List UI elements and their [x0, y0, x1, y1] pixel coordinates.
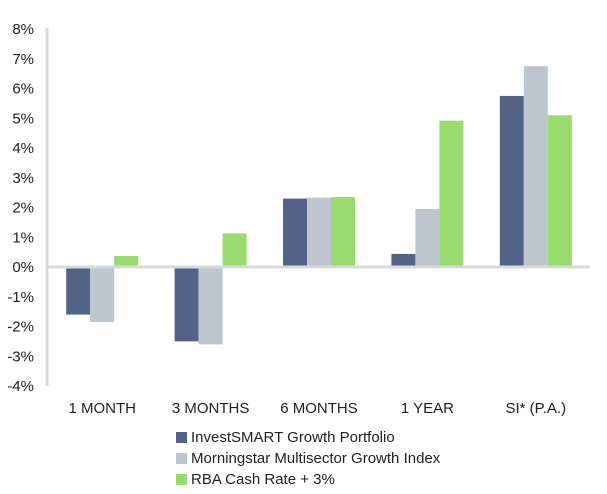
legend-label: Morningstar Multisector Growth Index	[191, 450, 441, 467]
y-tick-label: 0%	[12, 259, 34, 276]
bar	[523, 66, 548, 267]
legend: InvestSMART Growth Portfolio Morningstar…	[176, 427, 440, 490]
legend-swatch	[176, 474, 187, 485]
x-tick-label: 1 YEAR	[401, 400, 454, 417]
y-tick-label: -4%	[7, 378, 34, 395]
x-axis-labels: 1 MONTH 3 MONTHS 6 MONTHS 1 YEAR SI* (P.A.)	[68, 400, 566, 417]
bar	[174, 267, 199, 342]
y-tick-label: 7%	[12, 51, 34, 68]
y-tick-label: 4%	[12, 140, 34, 157]
y-tick-label: 5%	[12, 110, 34, 127]
y-tick-label: -1%	[7, 289, 34, 306]
x-tick-label: 6 MONTHS	[280, 400, 358, 417]
y-tick-label: 3%	[12, 170, 34, 187]
x-tick-label: 1 MONTH	[68, 400, 136, 417]
legend-item-investsmart: InvestSMART Growth Portfolio	[176, 427, 440, 448]
legend-swatch	[176, 432, 187, 443]
x-tick-label: 3 MONTHS	[172, 400, 250, 417]
bar	[198, 267, 223, 345]
bar	[307, 197, 331, 267]
bar-chart: 8% 7% 6% 5% 4% 3% 2% 1% 0% -1% -2% -3% -4% 1 MONTH 3 …	[7, 21, 590, 417]
legend-label: InvestSMART Growth Portfolio	[191, 429, 395, 446]
y-tick-label: 6%	[12, 81, 34, 98]
legend-swatch	[176, 453, 187, 464]
bar	[391, 253, 416, 267]
bar	[331, 197, 355, 267]
bar	[222, 233, 247, 267]
bar	[90, 267, 115, 323]
legend-item-morningstar: Morningstar Multisector Growth Index	[176, 448, 440, 469]
bar	[499, 95, 524, 267]
bar	[66, 267, 91, 315]
y-axis-ticks: 8% 7% 6% 5% 4% 3% 2% 1% 0% -1% -2% -3% -4%	[7, 21, 34, 395]
legend-label: RBA Cash Rate + 3%	[191, 471, 335, 488]
bar	[439, 120, 464, 267]
y-tick-label: 1%	[12, 229, 34, 246]
y-tick-label: 2%	[12, 200, 34, 217]
x-tick-label: SI* (P.A.)	[506, 400, 567, 417]
bar	[547, 115, 572, 268]
y-tick-label: -3%	[7, 348, 34, 365]
y-tick-label: -2%	[7, 319, 34, 336]
bar	[415, 208, 440, 267]
bars	[66, 66, 572, 345]
bar	[283, 198, 307, 267]
legend-item-rba: RBA Cash Rate + 3%	[176, 469, 440, 490]
bar	[114, 255, 139, 267]
y-tick-label: 8%	[12, 21, 34, 38]
